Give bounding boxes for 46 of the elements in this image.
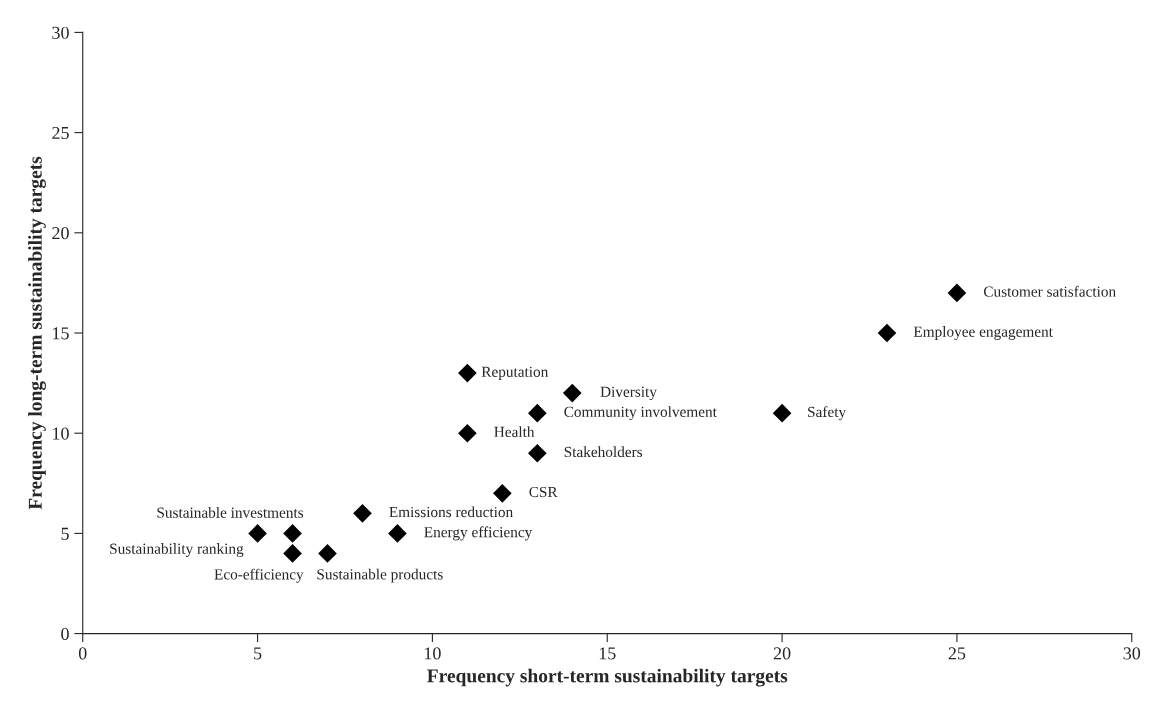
y-tick-label: 5 bbox=[61, 527, 69, 540]
point bbox=[562, 383, 582, 403]
point bbox=[248, 524, 267, 543]
annotation: Safety bbox=[808, 406, 847, 421]
annotation: Customer satisfaction bbox=[983, 285, 1116, 297]
annotation: CSR bbox=[529, 486, 558, 498]
annotation: Emissions reduction bbox=[389, 506, 513, 518]
x-tick-label: 20 bbox=[773, 647, 791, 660]
x-tick-label: 5 bbox=[254, 647, 262, 660]
annotation: Eco-efficiency bbox=[214, 568, 304, 583]
point bbox=[877, 323, 897, 343]
point bbox=[283, 524, 302, 543]
annotation: Sustainability ranking bbox=[110, 543, 244, 558]
point bbox=[772, 403, 792, 423]
annotation: Sustainable investments bbox=[157, 507, 304, 518]
point bbox=[458, 423, 477, 443]
point bbox=[527, 403, 547, 423]
point bbox=[947, 283, 967, 303]
y-axis-title: Frequency long-term sustainability targets bbox=[28, 156, 46, 510]
x-tick-label: 25 bbox=[948, 647, 966, 660]
y-tick-label: 25 bbox=[52, 126, 69, 140]
y-tick-label: 10 bbox=[53, 427, 69, 440]
point bbox=[493, 484, 512, 503]
annotation: Sustainable products bbox=[317, 568, 443, 583]
point bbox=[318, 544, 337, 563]
point bbox=[388, 524, 407, 543]
y-tick-label: 30 bbox=[52, 26, 69, 39]
annotation: Diversity bbox=[600, 386, 657, 401]
annotation: Health bbox=[494, 426, 535, 438]
point bbox=[527, 443, 547, 463]
x-axis-title: Frequency short-term sustainability targets bbox=[427, 668, 788, 687]
annotation: Community involvement bbox=[564, 406, 717, 421]
annotation: Employee engagement bbox=[913, 326, 1053, 340]
point bbox=[283, 544, 302, 563]
annotation: Energy efficiency bbox=[424, 526, 533, 541]
y-tick-label: 20 bbox=[52, 227, 69, 240]
annotation: Stakeholders bbox=[564, 446, 643, 458]
point bbox=[458, 363, 477, 383]
x-tick-label: 0 bbox=[78, 647, 87, 660]
y-tick-label: 0 bbox=[61, 627, 69, 641]
x-tick-label: 15 bbox=[599, 647, 616, 660]
x-tick-label: 30 bbox=[1123, 647, 1141, 660]
point bbox=[353, 504, 372, 523]
y-tick-label: 15 bbox=[53, 327, 69, 340]
x-tick-label: 10 bbox=[424, 647, 441, 660]
annotation: Reputation bbox=[481, 366, 549, 381]
